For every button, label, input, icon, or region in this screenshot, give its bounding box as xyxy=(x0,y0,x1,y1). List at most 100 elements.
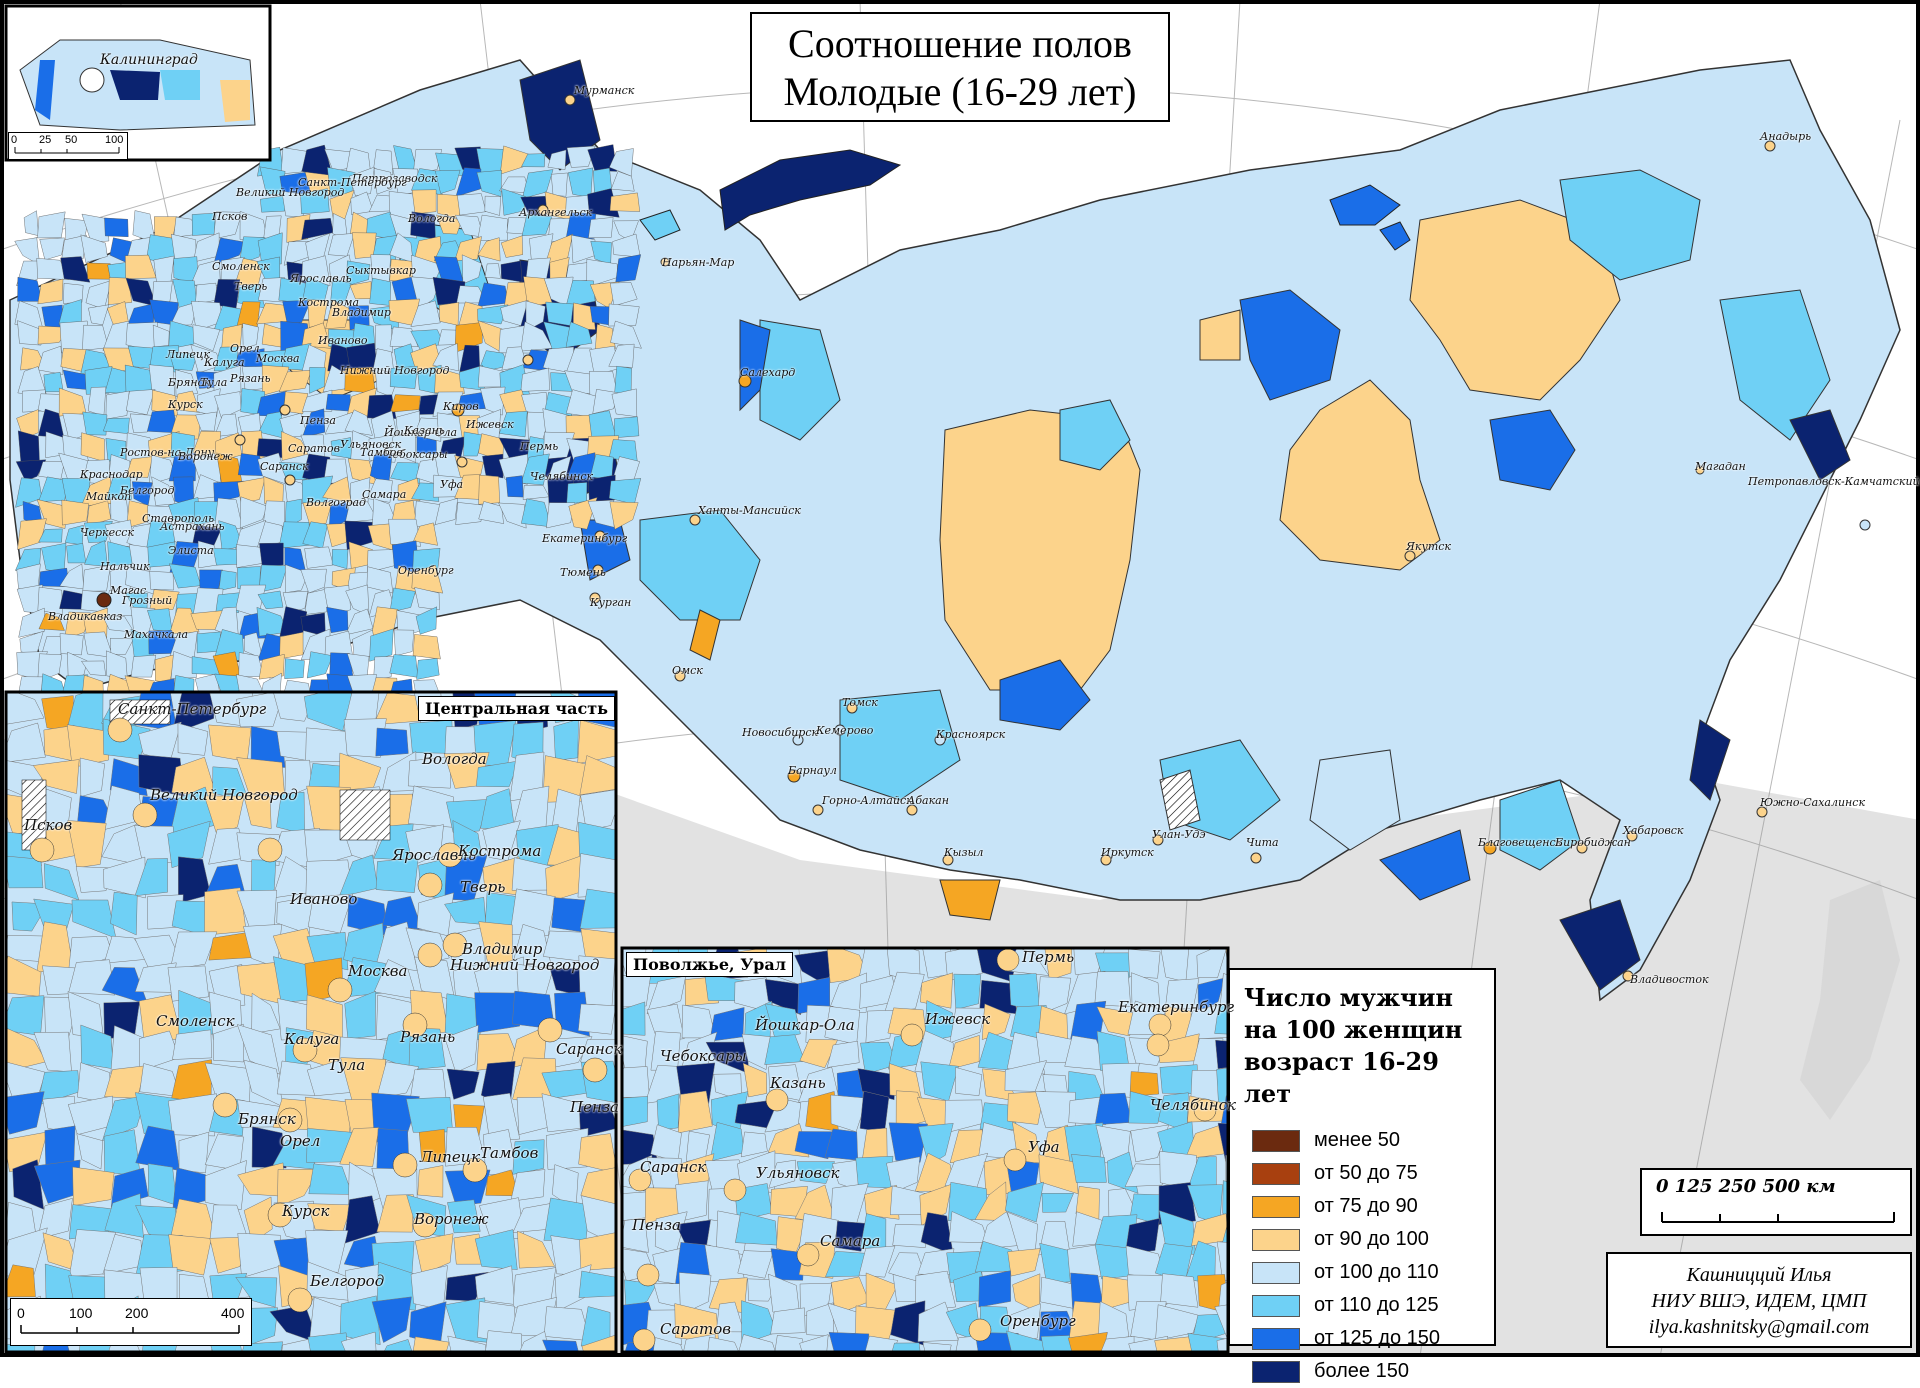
district xyxy=(68,959,116,996)
district xyxy=(435,169,461,194)
district xyxy=(410,300,441,327)
district xyxy=(476,170,502,197)
district xyxy=(1187,1332,1228,1352)
district xyxy=(1217,1122,1228,1166)
district xyxy=(1165,978,1200,1009)
district xyxy=(213,237,246,265)
city-label: Белгород xyxy=(310,1272,385,1290)
credits-email: ilya.kashnitsky@gmail.com xyxy=(1648,1316,1870,1338)
district xyxy=(678,1272,712,1316)
city-label: Пермь xyxy=(1022,948,1075,966)
district xyxy=(581,1334,616,1352)
district xyxy=(66,543,87,564)
district xyxy=(1100,1336,1135,1352)
district xyxy=(742,1062,768,1098)
district xyxy=(390,433,417,463)
district xyxy=(175,369,199,397)
district xyxy=(1214,1004,1228,1035)
district xyxy=(1040,1335,1074,1352)
district xyxy=(546,502,576,529)
city-label: Саратов xyxy=(660,1320,731,1338)
city-marker xyxy=(1146,1033,1170,1057)
district xyxy=(551,897,590,933)
district xyxy=(134,858,168,897)
district xyxy=(545,1127,589,1170)
district xyxy=(738,1334,776,1352)
district xyxy=(646,975,687,1015)
district xyxy=(953,973,982,1010)
district xyxy=(177,722,209,756)
city-marker xyxy=(1003,1148,1027,1172)
city-label: Улан-Удэ xyxy=(1152,828,1206,841)
district xyxy=(1216,1337,1228,1352)
city-marker xyxy=(402,1012,428,1038)
legend: Число мужчин на 100 женщин возраст 16-29… xyxy=(1228,968,1496,1383)
city-label: Саратов xyxy=(288,442,341,455)
district xyxy=(280,147,310,175)
city-label: Ханты-Мансийск xyxy=(698,504,801,517)
district xyxy=(413,417,442,442)
district xyxy=(1219,973,1228,1011)
legend-swatch xyxy=(1252,1195,1300,1218)
district xyxy=(1124,1218,1160,1255)
district xyxy=(858,1245,896,1278)
district xyxy=(1218,1281,1228,1310)
city-label: Йошкар-Ола xyxy=(755,1016,855,1034)
district xyxy=(39,237,65,261)
district xyxy=(282,300,312,324)
district xyxy=(741,1033,771,1070)
district xyxy=(610,171,635,192)
city-label: Саранск xyxy=(556,1040,623,1058)
district xyxy=(37,278,64,305)
district xyxy=(168,352,198,371)
district xyxy=(373,168,393,195)
district xyxy=(677,1090,713,1134)
district xyxy=(236,1024,280,1075)
district xyxy=(407,756,451,789)
district xyxy=(241,1341,284,1352)
district xyxy=(32,759,80,794)
district xyxy=(38,461,65,480)
district xyxy=(859,1090,890,1133)
district xyxy=(656,1093,680,1131)
city-label: Москва xyxy=(256,352,300,365)
district xyxy=(622,1001,646,1036)
legend-swatch xyxy=(1252,1129,1300,1152)
legend-swatch xyxy=(1252,1261,1300,1284)
district xyxy=(373,656,395,681)
district xyxy=(482,453,504,479)
district xyxy=(978,1270,1011,1308)
city-label: Пермь xyxy=(520,440,559,453)
district xyxy=(770,1307,806,1335)
city-marker xyxy=(537,1017,563,1043)
district xyxy=(1128,1091,1167,1124)
district xyxy=(36,499,67,529)
district xyxy=(505,475,524,498)
city-label: Киров xyxy=(443,400,479,413)
city-label: Брянск xyxy=(168,376,211,389)
district xyxy=(375,727,409,757)
district xyxy=(865,1010,894,1044)
district xyxy=(417,1165,444,1198)
title-line1: Соотношение полов xyxy=(788,21,1132,66)
district xyxy=(81,213,110,243)
district xyxy=(345,260,371,287)
district xyxy=(1124,1163,1169,1187)
city-marker xyxy=(29,837,55,863)
city-label: Астрахань xyxy=(160,520,225,533)
city-label: Калуга xyxy=(284,1030,340,1048)
district xyxy=(740,1131,768,1158)
city-label: Иваново xyxy=(318,334,368,347)
district xyxy=(67,651,88,682)
district xyxy=(38,528,63,543)
district xyxy=(774,1335,806,1352)
city-marker xyxy=(636,1263,660,1287)
city-label: Санкт-Петербург xyxy=(298,176,407,189)
district xyxy=(675,1180,709,1222)
city-label: Белгород xyxy=(120,484,175,497)
scale-label: 0 125 250 500 км xyxy=(1656,1176,1836,1197)
district xyxy=(235,1276,278,1308)
city-label: Вологда xyxy=(422,750,487,768)
legend-item: от 75 до 90 xyxy=(1244,1190,1480,1223)
district xyxy=(438,302,460,326)
